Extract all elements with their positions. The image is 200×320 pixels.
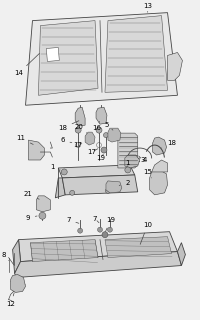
Polygon shape — [19, 232, 177, 261]
Text: 12: 12 — [6, 293, 15, 308]
Polygon shape — [96, 107, 107, 124]
Circle shape — [98, 227, 102, 232]
Polygon shape — [153, 137, 167, 155]
Polygon shape — [168, 52, 182, 80]
Text: 4: 4 — [139, 157, 147, 163]
Circle shape — [125, 167, 131, 173]
Polygon shape — [13, 240, 21, 274]
Circle shape — [105, 188, 110, 193]
Text: 7: 7 — [66, 217, 79, 223]
Text: 7: 7 — [93, 216, 99, 223]
Text: 1: 1 — [126, 160, 130, 167]
Circle shape — [75, 127, 81, 133]
Polygon shape — [106, 181, 122, 193]
Polygon shape — [177, 243, 185, 266]
Text: 3: 3 — [139, 156, 145, 163]
Text: 10: 10 — [140, 222, 152, 244]
Text: 16: 16 — [93, 122, 102, 131]
Text: 13: 13 — [143, 3, 152, 12]
Text: 11: 11 — [16, 135, 33, 144]
Polygon shape — [36, 196, 50, 212]
Polygon shape — [55, 178, 65, 198]
Polygon shape — [62, 175, 138, 195]
Polygon shape — [150, 170, 168, 195]
Circle shape — [70, 190, 75, 195]
Text: 8: 8 — [1, 252, 9, 260]
Text: 17: 17 — [74, 142, 83, 148]
Polygon shape — [105, 16, 168, 92]
Polygon shape — [152, 160, 168, 172]
Circle shape — [107, 227, 112, 232]
Polygon shape — [85, 132, 95, 145]
Polygon shape — [118, 133, 138, 168]
Text: 6: 6 — [60, 137, 72, 143]
Polygon shape — [29, 140, 44, 160]
Text: 9: 9 — [25, 215, 37, 221]
Circle shape — [102, 232, 108, 238]
Circle shape — [61, 169, 67, 175]
Text: 14: 14 — [14, 53, 39, 76]
Circle shape — [78, 228, 83, 233]
Polygon shape — [15, 252, 181, 277]
Circle shape — [101, 147, 107, 153]
Circle shape — [103, 132, 108, 138]
Text: 18: 18 — [162, 140, 176, 148]
Text: 15: 15 — [143, 169, 152, 178]
Polygon shape — [105, 237, 172, 258]
Text: 1: 1 — [50, 164, 60, 170]
Polygon shape — [75, 107, 85, 126]
Polygon shape — [26, 13, 177, 105]
Text: 19: 19 — [96, 154, 105, 161]
Polygon shape — [125, 155, 140, 168]
Text: 2: 2 — [119, 180, 130, 186]
Polygon shape — [46, 47, 59, 61]
Text: 19: 19 — [106, 217, 115, 231]
Polygon shape — [30, 240, 98, 261]
Circle shape — [96, 127, 102, 133]
Polygon shape — [38, 20, 98, 95]
Polygon shape — [108, 128, 121, 142]
Text: 17: 17 — [88, 149, 98, 155]
Text: 5: 5 — [105, 122, 113, 130]
Text: 18: 18 — [58, 121, 79, 131]
Text: 20: 20 — [75, 124, 87, 133]
Polygon shape — [58, 165, 135, 178]
Text: 21: 21 — [23, 191, 39, 199]
Circle shape — [39, 212, 46, 219]
Polygon shape — [11, 275, 26, 292]
